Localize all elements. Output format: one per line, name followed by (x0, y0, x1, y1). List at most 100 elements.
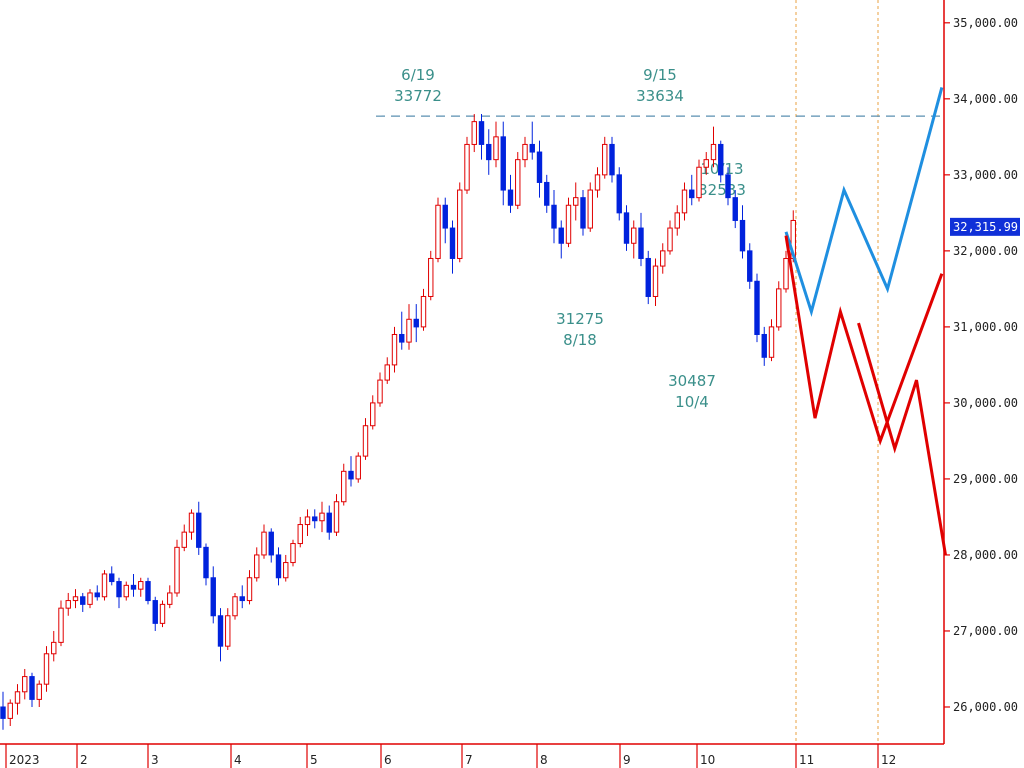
x-tick-label: 10 (700, 753, 715, 767)
x-tick-label: 12 (881, 753, 896, 767)
annotation-date: 8/18 (563, 331, 597, 349)
candle-body (51, 641, 57, 655)
candle-body (551, 204, 557, 229)
candle-body (355, 455, 361, 480)
candle-body (776, 288, 782, 328)
current-price-label: 32,315.99 (953, 220, 1018, 234)
candle-body (420, 295, 427, 328)
x-tick-label: 5 (310, 753, 318, 767)
x-tick-label: 11 (799, 753, 814, 767)
candle-body (130, 584, 137, 590)
x-tick-label: 2023 (9, 753, 40, 767)
candle-body (558, 227, 564, 244)
annotation-value: 33772 (394, 87, 442, 105)
candle-body (457, 189, 463, 259)
candle-body (623, 212, 630, 244)
candle-body (391, 333, 398, 366)
candles-layer (0, 114, 796, 730)
candle-body (123, 584, 129, 598)
x-tick-label: 9 (623, 753, 631, 767)
x-tick-label: 8 (540, 753, 548, 767)
candle-body (101, 573, 108, 598)
candle-body (341, 470, 347, 503)
candle-body (754, 280, 760, 335)
candle-body (435, 204, 441, 259)
candle-body (580, 197, 586, 229)
candle-body (58, 607, 64, 643)
candle-body (515, 159, 521, 206)
annotation-value: 30487 (668, 372, 716, 390)
candle-body (167, 592, 173, 605)
annotation-value: 33634 (636, 87, 684, 105)
y-tick-label: 29,000.00 (953, 472, 1018, 486)
annotation-value: 32533 (698, 181, 746, 199)
candle-body (667, 227, 673, 252)
candle-body (652, 265, 659, 297)
annotation-date: 10/4 (675, 393, 709, 411)
candle-body (297, 524, 303, 545)
candle-body (384, 364, 390, 381)
candle-body (22, 676, 28, 693)
candle-body (145, 581, 151, 602)
candle-body (370, 402, 376, 427)
y-tick-label: 26,000.00 (953, 700, 1018, 714)
candle-body (116, 581, 122, 598)
candle-body (529, 143, 535, 153)
candle-body (761, 333, 767, 358)
candle-body (638, 227, 644, 259)
candle-body (471, 121, 477, 145)
candle-body (239, 596, 245, 602)
candle-body (594, 174, 601, 191)
candle-body (275, 554, 282, 579)
candle-body (188, 512, 195, 533)
x-tick-label: 7 (465, 753, 473, 767)
current-price-badge (950, 217, 1020, 236)
annotation-value: 31275 (556, 310, 604, 328)
candle-body (87, 592, 93, 605)
candle-body (348, 470, 354, 480)
candle-body (486, 143, 492, 161)
candle-body (138, 581, 144, 590)
scenario-line-2 (784, 235, 944, 446)
y-tick-label: 33,000.00 (953, 168, 1018, 182)
candle-body (442, 204, 448, 229)
candle-body (43, 653, 50, 685)
y-tick-label: 32,000.00 (953, 244, 1018, 258)
candle-body (739, 219, 746, 252)
y-tick-label: 34,000.00 (953, 92, 1018, 106)
candle-body (399, 333, 405, 343)
candle-body (565, 204, 572, 244)
candle-body (159, 603, 166, 624)
candle-body (660, 250, 666, 267)
y-tick-label: 30,000.00 (953, 396, 1018, 410)
candle-body (406, 318, 412, 343)
candle-body (29, 676, 35, 700)
candle-body (80, 596, 86, 605)
candle-body (232, 596, 238, 617)
candle-body (587, 189, 593, 229)
candle-body (449, 227, 456, 259)
x-tick-label: 3 (151, 753, 159, 767)
candle-body (225, 615, 231, 647)
x-tick-label: 2 (80, 753, 88, 767)
scenario-line-1 (784, 87, 944, 318)
candle-body (377, 379, 383, 404)
candle-body (674, 212, 680, 229)
candle-body (65, 600, 71, 609)
candle-body (573, 197, 579, 206)
candle-body (783, 257, 789, 290)
annotation-layer: 6/19337729/153363410/1332533312758/18304… (376, 0, 940, 744)
candle-body (696, 166, 702, 199)
candle-body (0, 706, 6, 719)
candle-body (718, 143, 724, 176)
candle-body (72, 596, 79, 602)
candle-body (616, 174, 622, 214)
candle-body (203, 546, 209, 579)
y-tick-label: 35,000.00 (953, 16, 1018, 30)
candle-body (261, 531, 267, 556)
candle-body (283, 562, 289, 579)
annotation-date: 9/15 (643, 66, 677, 84)
candle-body (174, 546, 180, 594)
candle-body (152, 600, 158, 624)
